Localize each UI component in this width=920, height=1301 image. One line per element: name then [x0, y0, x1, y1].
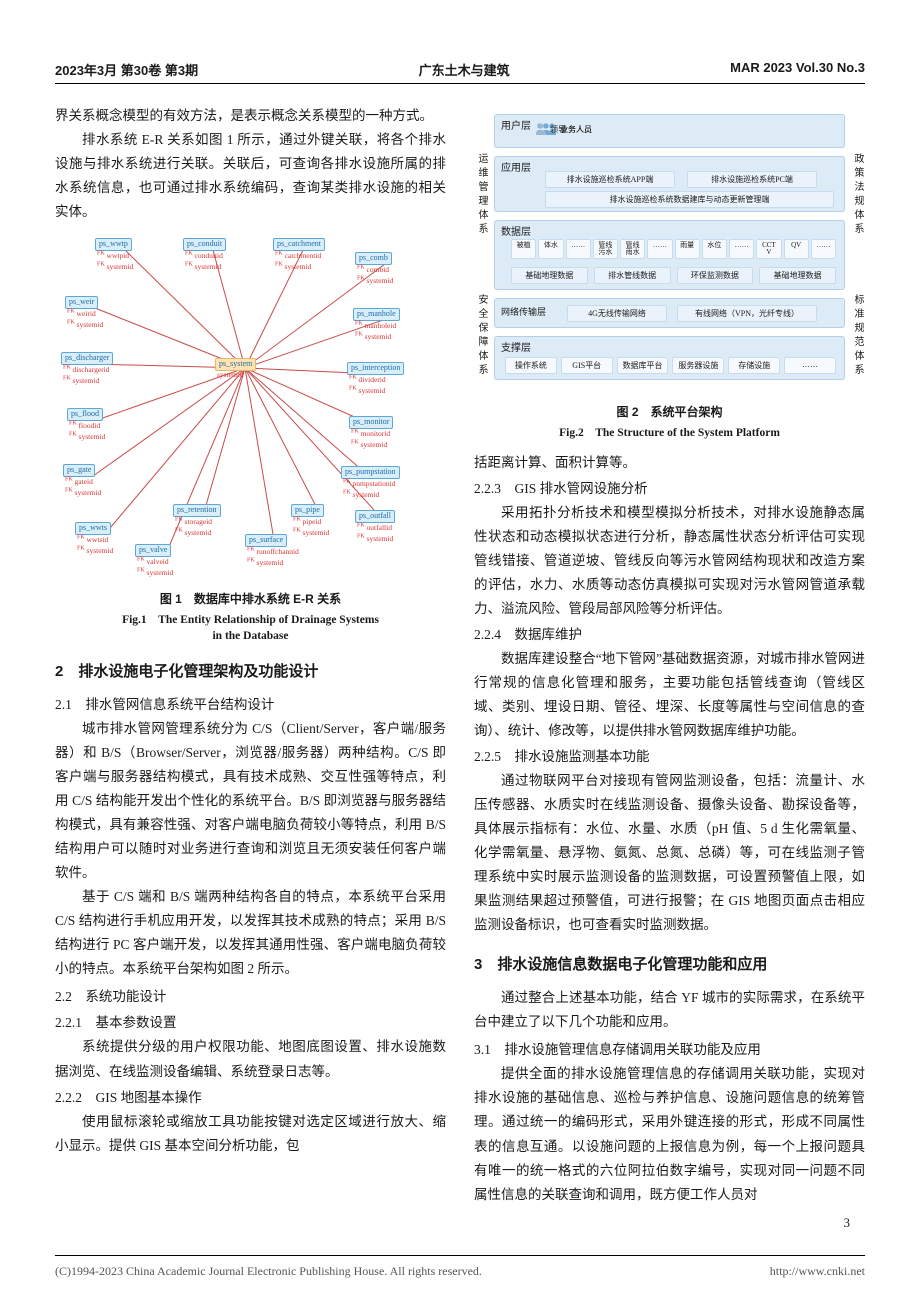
footer-left: (C)1994-2023 China Academic Journal Elec… [55, 1264, 482, 1279]
figure-2-caption-en: Fig.2 The Structure of the System Platfo… [474, 425, 865, 441]
arch-data-mini-chip: QV [784, 239, 809, 259]
er-node: ps_retentionFK storageidFK systemid [173, 504, 221, 537]
arch-app-chip: 排水设施巡检系统PC端 [687, 171, 817, 188]
arch-support-chip: 服务器设施 [672, 357, 724, 374]
right-column: 运维管理体系 安全保障体系 政策法规体系 标准规范体系 用户层 业务人员业务人员… [474, 104, 865, 1207]
para: 采用拓扑分析技术和模型模拟分析技术，对排水设施静态属性状态和动态模拟状态进行分析… [474, 501, 865, 621]
er-node: ps_valveFK valveidFK systemid [135, 544, 173, 577]
para: 排水系统 E-R 关系如图 1 所示，通过外键关联，将各个排水设施与排水系统进行… [55, 128, 446, 224]
figure-2-architecture: 运维管理体系 安全保障体系 政策法规体系 标准规范体系 用户层 业务人员业务人员… [474, 114, 865, 441]
page-header: 2023年3月 第30卷 第3期 广东土木与建筑 MAR 2023 Vol.30… [55, 60, 865, 84]
arch-data-chip: 排水管线数据 [594, 267, 671, 284]
para: 城市排水管网管理系统分为 C/S（Client/Server，客户端/服务器）和… [55, 717, 446, 885]
arch-app-label: 应用层 [501, 159, 531, 174]
er-node: ps_dischargerFK dischargeridFK systemid [61, 352, 113, 385]
para: 基于 C/S 端和 B/S 端两种结构各自的特点，本系统平台采用 C/S 结构进… [55, 885, 446, 981]
para: 提供全面的排水设施管理信息的存储调用关联功能，实现对排水设施的基础信息、巡检与养… [474, 1062, 865, 1206]
er-node: ps_wwtsFK wwtsidFK systemid [75, 522, 113, 555]
arch-data-chip: 基础地理数据 [759, 267, 836, 284]
section-3-heading: 3 排水设施信息数据电子化管理功能和应用 [474, 953, 865, 974]
arch-data-mini-chip: …… [566, 239, 591, 259]
para: 界关系概念模型的有效方法，是表示概念关系模型的一种方式。 [55, 104, 446, 128]
er-node: ps_combFK combidFK systemid [355, 252, 393, 285]
er-node: ps_surfaceFK runoffchannidFK systemid [245, 534, 299, 567]
er-node: ps_gateFK gateidFK systemid [63, 464, 101, 497]
arch-app-chip: 排水设施巡检系统APP端 [545, 171, 675, 188]
subsubsection-2-2-1: 2.2.1 基本参数设置 [55, 1011, 446, 1035]
er-node: ps_wwtpFK wwtpidFK systemid [95, 238, 133, 271]
header-center: 广东土木与建筑 [419, 60, 510, 79]
arch-right-label-2: 标准规范体系 [850, 276, 865, 396]
arch-support-chip: 存储设施 [728, 357, 780, 374]
subsection-3-1: 3.1 排水设施管理信息存储调用关联功能及应用 [474, 1038, 865, 1062]
er-center-field: systemid [215, 370, 244, 379]
footer-right: http://www.cnki.net [770, 1264, 865, 1279]
arch-data-mini-chip: 体水 [538, 239, 563, 259]
arch-data-mini-chip: 水位 [702, 239, 727, 259]
er-node: ps_pipeFK pipeidFK systemid [291, 504, 329, 537]
arch-data-label: 数据层 [501, 223, 531, 238]
er-center-title: ps_system [215, 358, 256, 371]
left-column: 界关系概念模型的有效方法，是表示概念关系模型的一种方式。 排水系统 E-R 关系… [55, 104, 446, 1207]
subsubsection-2-2-5: 2.2.5 排水设施监测基本功能 [474, 745, 865, 769]
para: 数据库建设整合“地下管网”基础数据资源，对城市排水管网进行常规的信息化管理和服务… [474, 647, 865, 743]
section-2-heading: 2 排水设施电子化管理架构及功能设计 [55, 660, 446, 681]
er-node: ps_outfallFK outfallidFK systemid [355, 510, 395, 543]
para: 系统提供分级的用户权限功能、地图底图设置、排水设施数据浏览、在线监测设备编辑、系… [55, 1035, 446, 1083]
arch-net-chip: 有线网络（VPN，光纤专线） [677, 305, 817, 322]
arch-data-mini-chip: 管线 污水 [593, 239, 618, 259]
arch-support-label: 支撑层 [501, 339, 531, 354]
page-number: 3 [844, 1215, 851, 1231]
er-node: ps_catchmentFK catchmentidFK systemid [273, 238, 325, 271]
arch-support-chip: GIS平台 [561, 357, 613, 374]
figure-1-caption-en: Fig.1 The Entity Relationship of Drainag… [55, 612, 446, 644]
er-node: ps_conduitFK conduitidFK systemid [183, 238, 226, 271]
er-node: ps_floodFK floodidFK systemid [67, 408, 105, 441]
arch-data-chip: 基础地理数据 [511, 267, 588, 284]
arch-right-label-1: 政策法规体系 [850, 120, 865, 270]
page-footer: (C)1994-2023 China Academic Journal Elec… [55, 1255, 865, 1279]
arch-data-chip: 环保监测数据 [677, 267, 754, 284]
er-node: ps_interceptionFK divideridFK systemid [347, 362, 404, 395]
para: 通过物联网平台对接现有管网监测设备，包括：流量计、水压传感器、水质实时在线监测设… [474, 769, 865, 937]
figure-1-er-diagram: ps_system systemid ps_wwtpFK wwtpidFK sy… [55, 234, 446, 644]
figure-1-caption-cn: 图 1 数据库中排水系统 E-R 关系 [55, 590, 446, 608]
arch-left-label-2: 安全保障体系 [474, 276, 489, 396]
arch-user-role: 领导 [535, 123, 566, 135]
header-right: MAR 2023 Vol.30 No.3 [730, 60, 865, 79]
subsection-2-1: 2.1 排水管网信息系统平台结构设计 [55, 693, 446, 717]
arch-support-chip: 操作系统 [505, 357, 557, 374]
arch-net-chip: 4G无线传输网络 [567, 305, 667, 322]
arch-data-mini-chip: 被植 [511, 239, 536, 259]
subsection-2-2: 2.2 系统功能设计 [55, 985, 446, 1009]
subsubsection-2-2-4: 2.2.4 数据库维护 [474, 623, 865, 647]
arch-user-label: 用户层 [501, 117, 531, 132]
arch-support-chip: 数据库平台 [617, 357, 669, 374]
arch-data-mini-chip: …… [729, 239, 754, 259]
arch-data-mini-chip: 管线 雨水 [620, 239, 645, 259]
arch-net-label: 网络传输层 [501, 305, 546, 318]
subsubsection-2-2-2: 2.2.2 GIS 地图基本操作 [55, 1086, 446, 1110]
arch-left-label-1: 运维管理体系 [474, 120, 489, 270]
er-node: ps_manholeFK manholeidFK systemid [353, 308, 400, 341]
figure-2-caption-cn: 图 2 系统平台架构 [474, 403, 865, 421]
arch-data-mini-chip: CCT V [756, 239, 781, 259]
er-node: ps_monitorFK monitoridFK systemid [349, 416, 393, 449]
arch-data-mini-chip: …… [647, 239, 672, 259]
subsubsection-2-2-3: 2.2.3 GIS 排水管网设施分析 [474, 477, 865, 501]
para: 括距离计算、面积计算等。 [474, 451, 865, 475]
arch-app-wide: 排水设施巡检系统数据建库与动态更新管理端 [545, 191, 834, 208]
er-node: ps_weirFK weiridFK systemid [65, 296, 103, 329]
arch-data-mini-chip: 雨量 [675, 239, 700, 259]
para: 使用鼠标滚轮或缩放工具功能按键对选定区域进行放大、缩小显示。提供 GIS 基本空… [55, 1110, 446, 1158]
er-node: ps_pumpstationFK pumpstationidFK systemi… [341, 466, 400, 499]
para: 通过整合上述基本功能，结合 YF 城市的实际需求，在系统平台中建立了以下几个功能… [474, 986, 865, 1034]
header-left: 2023年3月 第30卷 第3期 [55, 60, 198, 79]
arch-data-mini-chip: …… [811, 239, 836, 259]
arch-support-chip: …… [784, 357, 836, 374]
